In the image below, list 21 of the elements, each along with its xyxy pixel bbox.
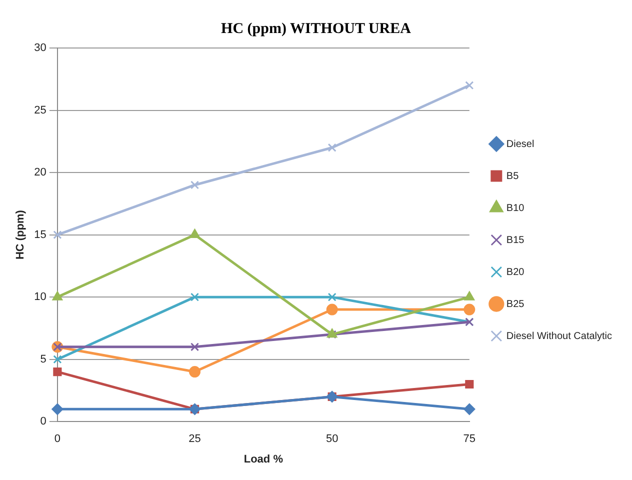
y-tick-label: 10 <box>34 291 46 304</box>
legend-label: Diesel Without Catalytic <box>506 330 612 342</box>
legend-label: B20 <box>506 266 525 278</box>
x-tick-label: 75 <box>463 433 476 446</box>
y-tick-label: 30 <box>34 42 46 54</box>
x-tick-label: 25 <box>188 433 201 446</box>
chart-title: HC (ppm) WITHOUT UREA <box>221 20 412 37</box>
y-tick-label: 25 <box>34 104 46 116</box>
x-tick-label: 50 <box>326 433 338 446</box>
y-tick-label: 5 <box>40 353 46 366</box>
y-tick-label: 20 <box>34 166 46 179</box>
y-tick-label: 15 <box>34 228 46 241</box>
legend-label: Diesel <box>506 138 534 150</box>
legend-label: B15 <box>506 234 525 246</box>
x-tick-label: 0 <box>54 433 60 446</box>
y-axis-title: HC (ppm) <box>14 210 27 260</box>
legend-label: B10 <box>506 202 525 214</box>
legend-label: B25 <box>506 298 525 310</box>
y-tick-label: 0 <box>40 416 46 428</box>
legend-label: B5 <box>506 170 520 182</box>
x-axis-title: Load % <box>244 453 284 466</box>
